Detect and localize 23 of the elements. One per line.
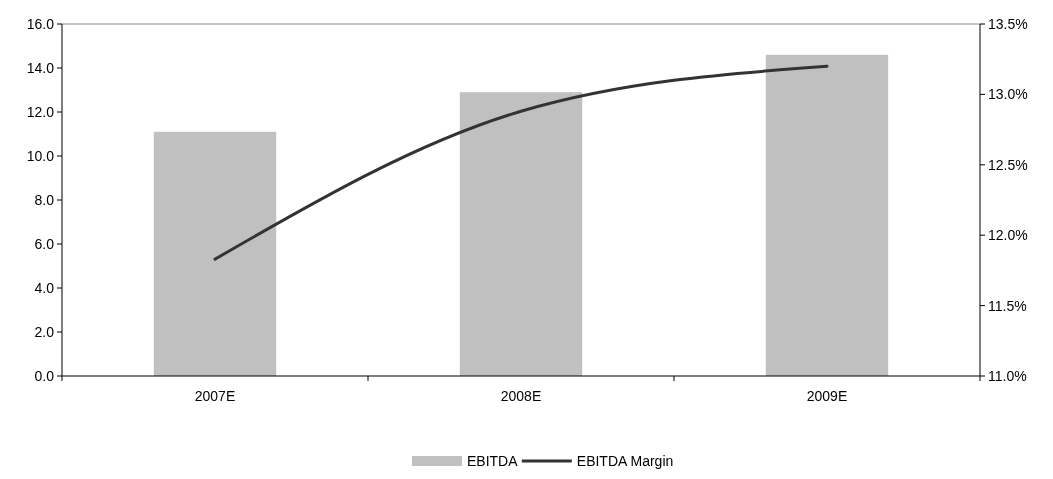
y-tick-label: 6.0 xyxy=(34,236,55,252)
y-tick-label: 14.0 xyxy=(26,60,55,76)
bar xyxy=(153,131,277,376)
y2-tick-label: 11.0% xyxy=(988,368,1027,384)
y-tick-label: 4.0 xyxy=(34,280,55,296)
x-tick-label: 2008E xyxy=(500,388,542,404)
x-tick-label: 2009E xyxy=(806,388,848,404)
y-tick-label: 10.0 xyxy=(26,148,55,164)
y-tick-label: 12.0 xyxy=(26,104,55,120)
bar xyxy=(765,54,889,376)
y-tick-label: 8.0 xyxy=(34,192,55,208)
y-tick-label: 0.0 xyxy=(34,368,55,384)
bar xyxy=(459,92,583,376)
y2-tick-label: 12.0% xyxy=(988,227,1028,244)
x-tick-label: 2007E xyxy=(194,388,236,404)
y2-tick-label: 11.5% xyxy=(988,297,1027,314)
legend-label: EBITDA xyxy=(467,453,519,469)
y-tick-label: 16.0 xyxy=(26,16,55,32)
y2-tick-label: 13.5% xyxy=(988,16,1028,32)
y2-tick-label: 12.5% xyxy=(988,156,1028,173)
y-tick-label: 2.0 xyxy=(34,324,55,340)
legend-label: EBITDA Margin xyxy=(576,453,674,469)
y2-tick-label: 13.0% xyxy=(988,86,1028,103)
